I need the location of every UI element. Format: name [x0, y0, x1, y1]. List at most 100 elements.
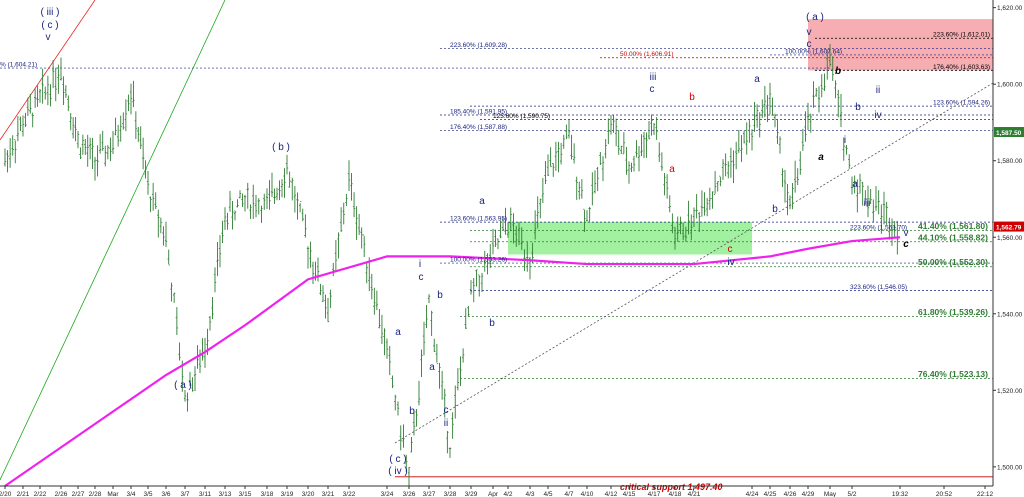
- ohlc-bar: [178, 342, 181, 361]
- ohlc-bar: [724, 153, 727, 177]
- ohlc-bar: [383, 328, 386, 356]
- ohlc-bar: [321, 285, 325, 302]
- ohlc-bar: [793, 160, 797, 193]
- ohlc-bar: [690, 214, 693, 241]
- ohlc-bar: [402, 424, 405, 448]
- moving-average: [4, 236, 901, 487]
- ohlc-bar: [252, 184, 255, 219]
- ohlc-bar: [501, 217, 505, 231]
- ohlc-bar: [742, 130, 746, 144]
- y-tick-label: 1,500.00: [997, 464, 1023, 471]
- ohlc-bar: [599, 151, 602, 166]
- ohlc-bar: [713, 171, 717, 195]
- ohlc-bar: [81, 134, 85, 155]
- price-marker-label: 1,587.50: [996, 130, 1022, 137]
- ohlc-bar: [67, 95, 70, 112]
- ohlc-bar: [304, 214, 307, 238]
- ohlc-bar: [853, 175, 856, 194]
- ohlc-bar: [410, 437, 413, 453]
- wave-label: iii: [864, 198, 871, 209]
- ohlc-bar: [517, 221, 521, 246]
- ohlc-bar: [198, 349, 202, 374]
- fib-lines: [0, 37, 993, 478]
- ohlc-bar: [716, 181, 719, 192]
- x-tick-label: 3/7: [180, 491, 189, 497]
- ohlc-bar: [236, 199, 239, 208]
- x-tick-label: 4/24: [746, 491, 759, 497]
- ohlc-bar: [684, 226, 688, 242]
- fib-label-right-4: 44.10% (1,558.82): [918, 232, 988, 242]
- ohlc-bar: [541, 177, 545, 203]
- ohlc-bar: [448, 447, 452, 458]
- x-tick-label: 3/20: [302, 491, 315, 497]
- ohlc-bar: [106, 145, 110, 160]
- ohlc-bar: [54, 67, 57, 102]
- red-channel-line: [0, 0, 96, 141]
- y-tick-label: 1,580.00: [997, 158, 1023, 165]
- fib-label-mid-5: 176.40% (1,587.88): [450, 124, 507, 131]
- ohlc-bar: [622, 132, 626, 155]
- ohlc-bar: [329, 289, 332, 308]
- ohlc-bar: [339, 207, 343, 232]
- ohlc-bar: [285, 154, 289, 175]
- ohlc-bar: [771, 97, 774, 116]
- x-tick-label: 22:12: [977, 491, 994, 497]
- ohlc-bar: [642, 131, 646, 159]
- fib-label-right-0: 223.60% (1,612.01): [933, 32, 990, 39]
- ohlc-bar: [655, 117, 658, 140]
- ohlc-bar: [748, 120, 751, 143]
- price-marker-label: 1,562.79: [996, 225, 1022, 232]
- ohlc-bar: [499, 220, 502, 239]
- left-level-label: % (1,604.21): [0, 62, 37, 69]
- x-tick-label: 4/29: [802, 491, 815, 497]
- ohlc-bar: [562, 134, 565, 149]
- ohlc-bar: [645, 132, 648, 158]
- ohlc-bar: [888, 217, 891, 240]
- ohlc-bar: [84, 138, 87, 155]
- wave-label: ii: [444, 418, 448, 429]
- ohlc-bar: [856, 179, 859, 213]
- ohlc-bar: [758, 112, 761, 138]
- ohlc-bar: [208, 316, 212, 331]
- ohlc-bar: [839, 93, 843, 128]
- ohlc-bar: [494, 229, 497, 248]
- ohlc-bar: [186, 392, 189, 412]
- ohlc-bar: [31, 112, 34, 128]
- ohlc-bar: [14, 139, 17, 164]
- ohlc-bar: [91, 137, 94, 170]
- ohlc-bar: [127, 94, 130, 112]
- x-tick-label: 19:32: [892, 491, 909, 497]
- ohlc-bar: [231, 201, 234, 230]
- ohlc-bar: [799, 151, 802, 175]
- ohlc-bar: [38, 89, 42, 103]
- ohlc-bar: [480, 272, 484, 293]
- ohlc-bar: [275, 187, 279, 201]
- ohlc-bar: [647, 121, 651, 140]
- ohlc-bar: [132, 80, 135, 108]
- x-tick-label: May: [824, 491, 837, 497]
- ohlc-bar: [786, 183, 789, 216]
- ohlc-bar: [96, 145, 99, 177]
- ohlc-bar: [33, 88, 37, 108]
- wave-label: v: [46, 32, 51, 43]
- ohlc-bar: [734, 141, 738, 170]
- x-tick-label: 3/21: [322, 491, 335, 497]
- ohlc-bar: [350, 172, 353, 201]
- wave-label: b: [835, 66, 841, 77]
- ohlc-bar: [243, 194, 247, 212]
- ohlc-bar: [861, 181, 864, 206]
- x-tick-label: 3/11: [199, 491, 212, 497]
- x-tick-label: 4/15: [623, 491, 636, 497]
- wave-label: a: [669, 164, 675, 175]
- y-tick-label: 1,540.00: [997, 311, 1023, 318]
- ohlc-bar: [575, 176, 578, 200]
- ohlc-bar: [260, 205, 263, 223]
- x-tick-label: 3/4: [126, 491, 135, 497]
- ohlc-bar: [347, 160, 351, 191]
- ohlc-bar: [461, 348, 465, 363]
- ohlc-bar: [385, 338, 389, 359]
- price-bars: [3, 44, 899, 488]
- ohlc-bar: [591, 172, 594, 206]
- ohlc-bar: [101, 130, 104, 151]
- ohlc-bar: [3, 148, 7, 167]
